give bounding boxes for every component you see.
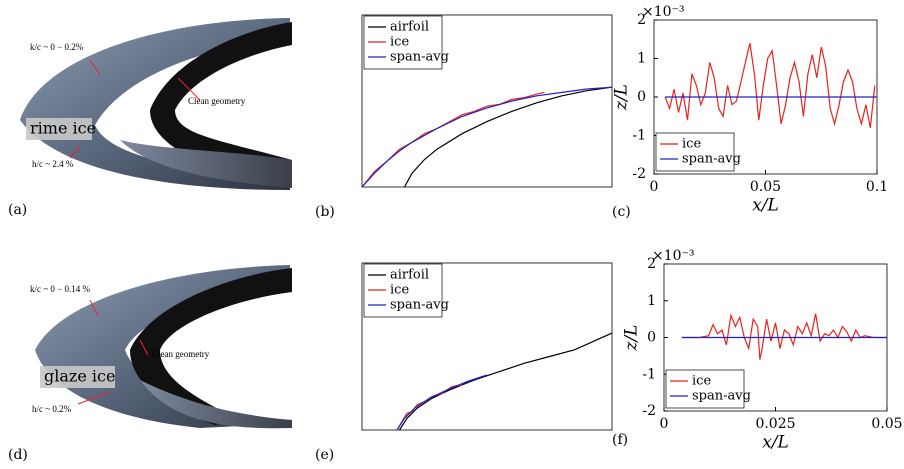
render-rime bbox=[20, 18, 292, 190]
data-line bbox=[396, 384, 463, 431]
x-axis-label: x/L bbox=[762, 433, 789, 453]
legend-label: airfoil bbox=[390, 268, 429, 283]
ice-tag: glaze ice bbox=[44, 367, 115, 386]
x-tick-label: 0.05 bbox=[871, 416, 902, 432]
legend-label: ice bbox=[692, 374, 711, 389]
plot-frame bbox=[361, 14, 613, 188]
y-tick-label: -2 bbox=[632, 166, 646, 182]
data-line bbox=[361, 86, 613, 188]
roughness-label: k/c ~ 0 − 0.2% bbox=[30, 42, 84, 52]
data-line bbox=[361, 91, 545, 188]
legend-label: span-avg bbox=[390, 50, 449, 65]
y-scale: ×10⁻³ bbox=[652, 248, 695, 264]
y-tick-label: 2 bbox=[637, 12, 646, 28]
data-line bbox=[396, 374, 488, 431]
legend-box bbox=[665, 369, 745, 409]
legend-label: span-avg bbox=[390, 298, 449, 313]
legend-label: span-avg bbox=[692, 389, 751, 404]
panel-label: (d) bbox=[8, 447, 28, 463]
clean-label: Clean geometry bbox=[188, 96, 246, 106]
data-line bbox=[403, 86, 613, 188]
y-tick-label: 2 bbox=[647, 256, 656, 272]
panel-label: (f) bbox=[612, 432, 628, 448]
data-line bbox=[664, 42, 876, 128]
legend-label: ice bbox=[390, 35, 409, 50]
data-line bbox=[681, 313, 887, 360]
y-axis-label: z/L bbox=[612, 84, 632, 111]
roughness-label: k/c ~ 0 − 0.14 % bbox=[30, 284, 90, 294]
y-tick-label: 1 bbox=[647, 293, 656, 309]
render-glaze bbox=[35, 265, 292, 429]
y-tick-label: -2 bbox=[642, 403, 656, 419]
y-tick-label: -1 bbox=[642, 366, 656, 382]
legend-label: airfoil bbox=[390, 20, 429, 35]
x-tick-label: 0 bbox=[650, 179, 659, 195]
x-tick-label: 0.1 bbox=[866, 179, 888, 195]
y-tick-label: 0 bbox=[647, 330, 656, 346]
panel-label: (b) bbox=[315, 204, 335, 220]
x-tick-label: 0 bbox=[660, 416, 669, 432]
y-tick-label: 1 bbox=[637, 51, 646, 67]
x-axis-label: x/L bbox=[752, 196, 779, 216]
legend-label: ice bbox=[682, 137, 701, 152]
plot-frame bbox=[361, 262, 613, 431]
panel-label: (e) bbox=[315, 447, 334, 463]
legend-box bbox=[655, 132, 735, 172]
x-tick-label: 0.025 bbox=[755, 416, 795, 432]
legend-label: ice bbox=[390, 283, 409, 298]
height-label: h/c ~ 0.2% bbox=[32, 404, 72, 414]
x-tick-label: 0.05 bbox=[750, 179, 781, 195]
data-line bbox=[398, 332, 613, 431]
height-label: h/c ~ 2.4 % bbox=[32, 159, 74, 169]
y-tick-label: -1 bbox=[632, 128, 646, 144]
ice-tag: rime ice bbox=[30, 119, 96, 138]
panel-label: (a) bbox=[8, 202, 27, 218]
clean-label: Clean geometry bbox=[152, 349, 210, 359]
y-axis-label: z/L bbox=[622, 325, 642, 352]
panel-label: (c) bbox=[612, 204, 631, 220]
y-scale: ×10⁻³ bbox=[642, 4, 685, 20]
legend-label: span-avg bbox=[682, 152, 741, 167]
y-tick-label: 0 bbox=[637, 89, 646, 105]
